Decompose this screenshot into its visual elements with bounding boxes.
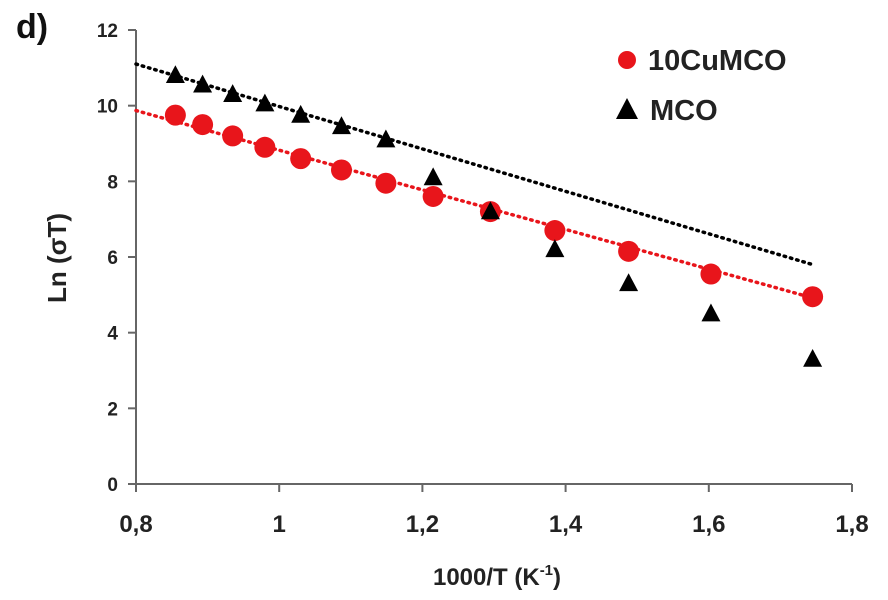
y-tick-label: 4 (107, 324, 118, 345)
x-tick-label: 1 (273, 511, 286, 538)
point-10cumco (164, 104, 186, 126)
x-tick-label: 1,8 (835, 511, 868, 538)
x-tick-label: 1,6 (692, 511, 725, 538)
point-10cumco (192, 114, 214, 136)
axes: 0 2 4 6 8 10 12 0,8 1 1,2 1,4 1,6 1,8 (97, 21, 869, 538)
y-tick-label: 10 (97, 97, 118, 118)
point-mco (193, 74, 213, 93)
point-10cumco (222, 125, 244, 147)
point-mco (255, 93, 275, 112)
point-10cumco (544, 220, 566, 242)
point-mco (803, 348, 823, 367)
y-axis-title: Ln (σT) (42, 213, 72, 303)
point-mco (165, 65, 185, 84)
point-mco (619, 273, 639, 292)
trendline-10cumco (134, 108, 815, 300)
y-tick-label: 2 (107, 399, 118, 420)
x-axis-title-main: 1000/T (K (433, 564, 540, 591)
axis-titles: Ln (σT) 1000/T (K-1) (42, 213, 561, 591)
trendline-mco (134, 62, 815, 267)
point-10cumco (802, 286, 824, 308)
x-axis-title-sup: -1 (540, 562, 553, 579)
point-mco (701, 303, 721, 322)
point-mco (423, 167, 443, 186)
point-mco (545, 239, 565, 258)
point-mco (480, 201, 500, 220)
legend: 10CuMCO MCO (616, 45, 787, 127)
y-tick-label: 8 (107, 172, 118, 193)
point-10cumco (375, 172, 397, 194)
y-tick-label: 0 (107, 475, 118, 496)
panel-label: d) (16, 8, 49, 46)
point-10cumco (618, 240, 640, 262)
legend-label-10cumco: 10CuMCO (648, 45, 787, 77)
trendlines (134, 62, 815, 300)
point-10cumco (422, 185, 444, 207)
point-mco (376, 129, 396, 148)
x-axis-title-close: ) (553, 564, 561, 591)
x-tick-label: 0,8 (119, 511, 152, 538)
legend-marker-mco (616, 98, 638, 119)
x-tick-label: 1,2 (406, 511, 439, 538)
point-mco (291, 104, 311, 123)
legend-label-mco: MCO (650, 95, 718, 127)
x-axis-title: 1000/T (K-1) (433, 562, 561, 591)
point-mco (331, 116, 351, 135)
legend-marker-10cumco (618, 51, 636, 69)
x-tick-label: 1,4 (549, 511, 583, 538)
data-points (164, 65, 824, 367)
y-tick-label: 12 (97, 21, 118, 42)
point-10cumco (290, 148, 312, 170)
point-10cumco (330, 159, 352, 181)
point-mco (223, 84, 243, 102)
point-10cumco (700, 263, 722, 285)
point-10cumco (254, 136, 276, 158)
y-tick-label: 6 (107, 248, 118, 269)
